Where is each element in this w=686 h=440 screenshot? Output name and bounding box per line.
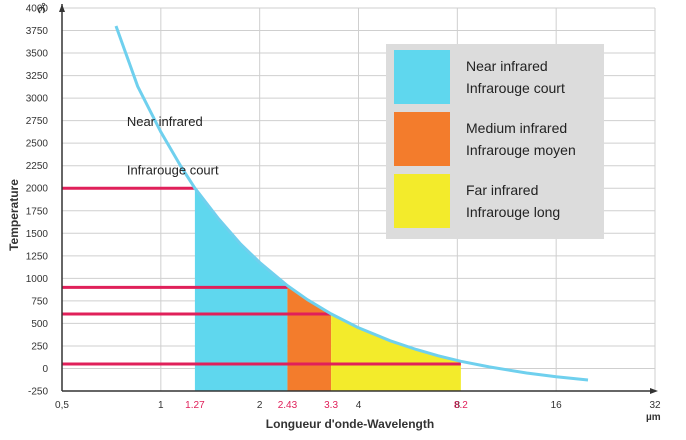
y-tick-label: 3500	[26, 49, 49, 60]
y-tick-label: -250	[28, 387, 48, 398]
y-tick-label: 250	[31, 341, 48, 352]
x-tick-label: 8	[455, 400, 461, 411]
y-tick-label: 0	[42, 364, 48, 375]
marked-x-label: 1.27	[185, 400, 205, 411]
annotation-text: Near infrared	[127, 114, 203, 129]
x-tick-label: 32	[649, 400, 661, 411]
y-tick-label: 1000	[26, 274, 49, 285]
annotations: Near infrared Infrarouge court	[127, 114, 219, 178]
infrared-bands	[194, 188, 461, 391]
legend-swatch	[394, 50, 450, 104]
legend-label-en: Far infrared	[466, 182, 538, 198]
legend-label-fr: Infrarouge court	[466, 80, 565, 96]
curve-layer	[114, 25, 589, 382]
y-tick-label: 1500	[26, 229, 49, 240]
y-tick-label: 2250	[26, 161, 49, 172]
x-tick-label: 0,5	[55, 400, 69, 411]
legend: Near infrared Infrarouge court Medium infr…	[386, 44, 604, 239]
x-tick-label: 1	[158, 400, 164, 411]
y-tick-label: 4000	[26, 4, 49, 15]
y-tick-label: 1250	[26, 251, 49, 262]
y-tick-label: 500	[31, 319, 48, 330]
tick-labels: -250 0 250 500 750 1000 1250 1500 1750 2000 2250 25…	[26, 4, 661, 412]
band-area-3	[331, 313, 461, 391]
x-axis-label: Longueur d'onde-Wavelength	[266, 417, 434, 431]
y-axis-unit: °C	[35, 2, 46, 13]
x-tick-label: 2	[257, 400, 263, 411]
x-tick-label: 16	[551, 400, 563, 411]
y-tick-label: 3750	[26, 26, 49, 37]
y-tick-label: 3250	[26, 71, 49, 82]
marked-x-label: 8.2	[454, 400, 468, 411]
y-tick-label: 2500	[26, 139, 49, 150]
y-tick-label: 750	[31, 296, 48, 307]
y-axis-label: Temperature	[7, 179, 21, 251]
annotation-text: Infrarouge court	[127, 163, 219, 178]
temperature-wavelength-curve	[114, 25, 589, 382]
band-area-1	[194, 188, 288, 391]
legend-swatch	[394, 174, 450, 228]
legend-label-fr: Infrarouge long	[466, 204, 560, 220]
y-axis-arrow	[59, 4, 65, 12]
marked-x-label: 3.3	[324, 400, 338, 411]
legend-label-fr: Infrarouge moyen	[466, 142, 576, 158]
legend-swatch	[394, 112, 450, 166]
marked-x-label: 2.43	[278, 400, 298, 411]
reference-lines	[62, 186, 461, 366]
y-tick-label: 1750	[26, 206, 49, 217]
legend-label-en: Medium infrared	[466, 120, 567, 136]
y-tick-label: 3000	[26, 94, 49, 105]
x-axis-arrow	[650, 388, 658, 394]
y-tick-label: 2000	[26, 184, 49, 195]
legend-label-en: Near infrared	[466, 58, 548, 74]
x-axis-unit: µm	[646, 412, 661, 423]
y-tick-label: 2750	[26, 116, 49, 127]
x-tick-label: 4	[356, 400, 362, 411]
axes	[59, 4, 658, 394]
